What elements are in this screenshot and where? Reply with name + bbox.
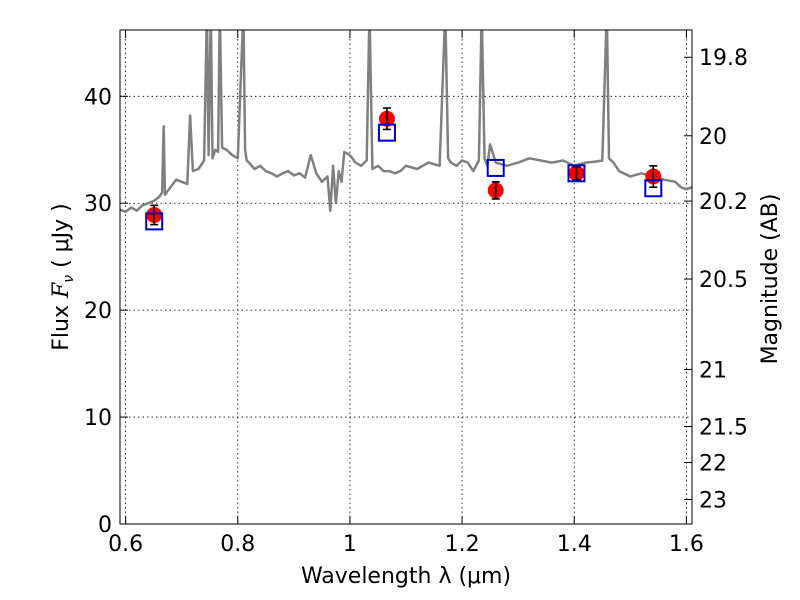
- y-axis-label: Flux Fν ( μJy ): [49, 203, 77, 350]
- x-axis-label: Wavelength λ (μm): [301, 564, 511, 589]
- magnitude-tick-label: 21: [699, 358, 727, 383]
- magnitude-tick-label: 20: [699, 125, 727, 150]
- magnitude-axis-label: Magnitude (AB): [758, 194, 783, 365]
- x-tick-label: 1.4: [557, 532, 592, 557]
- x-tick-label: 1.2: [445, 532, 480, 557]
- model-flux-square: [486, 158, 505, 177]
- data-points-layer: [146, 107, 662, 226]
- model-squares-layer: [145, 123, 663, 231]
- model-flux-square: [377, 123, 396, 142]
- y-axis-label-unit: ( μJy ): [49, 203, 74, 275]
- x-tick-label: 1.6: [669, 532, 704, 557]
- y-axis-label-prefix: Flux: [49, 298, 74, 351]
- y-axis-label-symbol: F: [49, 282, 74, 299]
- model-flux-square: [567, 164, 586, 183]
- plot-frame: [119, 29, 693, 525]
- magnitude-tick-label: 23: [699, 489, 727, 514]
- magnitude-tick-label: 19.8: [699, 46, 748, 71]
- x-tick-label: 1: [343, 532, 357, 557]
- magnitude-tick-label: 22: [699, 451, 727, 476]
- x-tick-label: 0.8: [220, 532, 255, 557]
- magnitude-tick-label: 20.2: [699, 190, 748, 215]
- x-tick-label: 0.6: [108, 532, 143, 557]
- y-tick-label: 30: [84, 192, 112, 217]
- magnitude-axis-ticks: 19.8 20 20.2 20.5 21 21.5 22 23: [684, 46, 748, 514]
- x-axis-ticks: 0.6 0.8 1 1.2 1.4 1.6: [108, 30, 704, 557]
- y-tick-label: 10: [84, 406, 112, 431]
- y-axis-ticks: 0 10 20 30 40: [84, 85, 128, 538]
- y-axis-label-subscript: ν: [61, 275, 77, 283]
- model-flux-square: [644, 179, 663, 198]
- y-tick-label: 0: [98, 513, 112, 538]
- y-tick-label: 40: [84, 85, 112, 110]
- model-flux-square: [145, 212, 164, 231]
- magnitude-tick-label: 21.5: [699, 415, 748, 440]
- magnitude-tick-label: 20.5: [699, 268, 748, 293]
- y-tick-label: 20: [84, 299, 112, 324]
- spectrum-line: [120, 30, 692, 214]
- spectrum-line-layer: [120, 30, 692, 214]
